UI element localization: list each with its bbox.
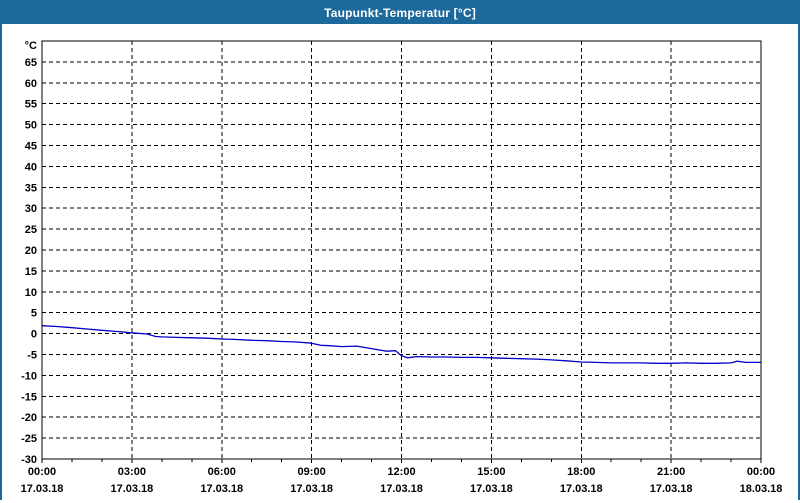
chart-plot-area: -30 -25 -20 -15 -10 -5 0 5 10 15 20 25 30 35 40 45 50 55 6… (21, 40, 783, 495)
x-tick-label-time: 21:00 (657, 466, 685, 478)
window-title-bar[interactable]: Taupunkt-Temperatur [°C] (2, 2, 798, 24)
y-tick-label: 55 (25, 99, 37, 111)
y-tick-label: 40 (25, 161, 37, 173)
x-tick-label-date: 17.03.18 (470, 483, 513, 495)
x-tick-label-date: 18.03.18 (740, 483, 783, 495)
x-tick-label-date: 17.03.18 (200, 483, 243, 495)
y-tick-label: -30 (21, 454, 37, 466)
x-tick-label-date: 17.03.18 (380, 483, 423, 495)
y-tick-label: 0 (31, 329, 37, 341)
chart-container: -30 -25 -20 -15 -10 -5 0 5 10 15 20 25 30 35 40 45 50 55 6… (2, 24, 798, 503)
y-tick-label: 25 (25, 224, 37, 236)
y-tick-label: 15 (25, 266, 37, 278)
y-tick-label: 5 (31, 308, 37, 320)
y-tick-label: -5 (27, 350, 37, 362)
x-tick-label-date: 17.03.18 (560, 483, 603, 495)
x-tick-label-date: 17.03.18 (110, 483, 153, 495)
x-tick-label-time: 12:00 (387, 466, 415, 478)
y-tick-label: 20 (25, 245, 37, 257)
y-tick-label: 60 (25, 78, 37, 90)
x-tick-label-time: 18:00 (567, 466, 595, 478)
y-tick-label: 65 (25, 57, 37, 69)
window-title: Taupunkt-Temperatur [°C] (324, 6, 476, 20)
x-tick-label-date: 17.03.18 (21, 483, 64, 495)
x-tick-label-time: 09:00 (298, 466, 326, 478)
y-tick-label: -10 (21, 370, 37, 382)
x-tick-label-time: 00:00 (28, 466, 56, 478)
y-tick-label: 10 (25, 287, 37, 299)
x-tick-label-date: 17.03.18 (290, 483, 333, 495)
plot-frame (41, 40, 762, 460)
y-tick-label: 50 (25, 120, 37, 132)
x-tick-label-time: 15:00 (477, 466, 505, 478)
y-tick-label: -25 (21, 433, 37, 445)
x-tick-label-time: 06:00 (208, 466, 236, 478)
y-tick-label: -20 (21, 412, 37, 424)
y-tick-label: -15 (21, 391, 37, 403)
x-tick-label-date: 17.03.18 (650, 483, 693, 495)
x-tick-label-time: 03:00 (118, 466, 146, 478)
series-line (41, 325, 762, 364)
x-tick-label-time: 00:00 (747, 466, 775, 478)
y-axis-unit-label: °C (25, 40, 37, 52)
y-tick-label: 30 (25, 203, 37, 215)
y-tick-label: 45 (25, 141, 37, 153)
y-tick-label: 35 (25, 182, 37, 194)
